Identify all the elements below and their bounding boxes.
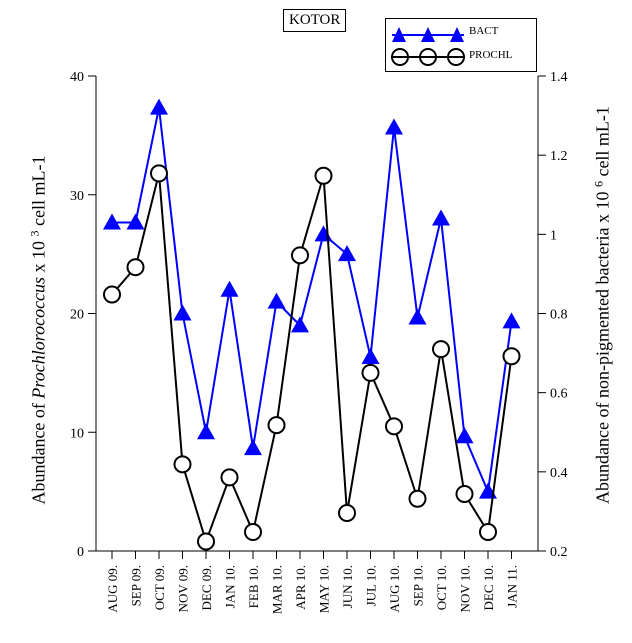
data-point-prochl: [244, 523, 262, 541]
data-point-prochl: [455, 485, 474, 503]
data-point-prochl: [479, 523, 497, 541]
data-point-bact: [408, 308, 427, 325]
y-tick-label-left: 10: [70, 426, 84, 441]
y-axis-right-label: Abundance of non-pigmented bacteria x 10…: [591, 106, 613, 504]
y-tick-label-right: 1: [550, 228, 557, 243]
x-tick-label: DEC 09.: [199, 565, 214, 611]
y-tick-label-right: 1.4: [550, 70, 568, 85]
y-tick-label-right: 0.6: [550, 387, 568, 402]
x-tick-label: NOV 09.: [176, 565, 191, 612]
axes: 0 10 20 30 40 0.2 0.4 0.6 0.8 1 1.2 1.4 AUG 09. SEP 0…: [70, 70, 568, 614]
data-point-prochl: [220, 468, 239, 487]
data-point-prochl: [408, 489, 427, 508]
x-tick-label: AUG 09.: [105, 565, 120, 613]
series-bact: [103, 98, 521, 499]
legend-label-prochl: PROCHL: [469, 49, 513, 61]
legend-swatch-prochl: [391, 48, 465, 66]
legend-swatch-bact: [392, 27, 464, 42]
x-tick-label: JAN 11.: [505, 565, 520, 608]
x-tick-label: OCT 09.: [152, 565, 167, 610]
y-tick-label-left: 40: [70, 70, 84, 85]
legend: BACT PROCHL: [385, 18, 537, 72]
data-point-bact: [502, 312, 521, 329]
x-tick-label: MAR 10.: [270, 565, 285, 614]
x-tick-label: NOV 10.: [458, 565, 473, 612]
data-point-prochl: [267, 416, 286, 435]
x-tick-label: OCT 10.: [434, 565, 449, 610]
legend-label-bact: BACT: [469, 25, 499, 37]
data-point-bact: [173, 304, 192, 321]
data-point-prochl: [314, 166, 333, 185]
data-point-prochl: [432, 340, 450, 359]
data-point-bact: [103, 213, 121, 230]
x-tick-label: SEP 09.: [129, 565, 144, 606]
series-prochl: [103, 164, 521, 551]
y-tick-label-left: 30: [70, 189, 84, 204]
legend-item-prochl: PROCHL: [386, 45, 536, 69]
data-point-prochl: [291, 246, 309, 265]
data-point-bact: [150, 98, 168, 115]
data-point-bact: [291, 316, 309, 333]
x-tick-label: APR 10.: [293, 565, 308, 610]
data-point-bact: [385, 118, 403, 135]
data-point-prochl: [150, 164, 168, 183]
data-point-bact: [197, 423, 215, 440]
data-point-prochl: [103, 285, 121, 304]
data-point-bact: [126, 213, 145, 230]
y-tick-label-right: 0.2: [550, 545, 568, 560]
data-point-prochl: [502, 347, 521, 366]
series-line-prochl: [111, 173, 513, 545]
x-tick-label: JAN 10.: [223, 565, 238, 608]
x-tick-label: MAY 10.: [317, 565, 332, 613]
y-tick-label-right: 0.4: [550, 466, 568, 481]
data-point-prochl: [361, 363, 380, 382]
x-tick-label: FEB 10.: [246, 565, 261, 608]
data-point-prochl: [197, 532, 215, 551]
y-tick-label-left: 20: [70, 308, 84, 323]
data-point-prochl: [126, 258, 145, 277]
data-point-bact: [244, 439, 262, 456]
data-point-bact: [314, 225, 333, 242]
y-tick-label-right: 1.2: [550, 149, 568, 164]
data-point-prochl: [173, 455, 192, 474]
data-point-bact: [361, 348, 380, 365]
data-point-bact: [432, 209, 450, 226]
x-tick-label: JUN 10.: [340, 565, 355, 608]
data-point-bact: [220, 280, 239, 297]
legend-item-bact: BACT: [386, 21, 536, 45]
series-line-bact: [112, 107, 513, 496]
x-tick-label: AUG 10.: [387, 565, 402, 613]
y-tick-label-right: 0.8: [550, 308, 568, 323]
data-point-bact: [267, 292, 286, 309]
x-tick-label: JUL 10.: [364, 565, 379, 606]
data-point-bact: [338, 245, 356, 262]
x-tick-label: DEC 10.: [481, 565, 496, 611]
x-tick-label: SEP 10.: [411, 565, 426, 606]
data-point-prochl: [385, 417, 403, 436]
data-point-prochl: [338, 504, 356, 522]
chart-title: KOTOR: [283, 9, 347, 32]
y-axis-left-label: Abundance of Prochlorococcus x 10 3 cell…: [27, 155, 49, 505]
data-point-bact: [455, 427, 474, 444]
y-tick-label-left: 0: [77, 545, 84, 560]
